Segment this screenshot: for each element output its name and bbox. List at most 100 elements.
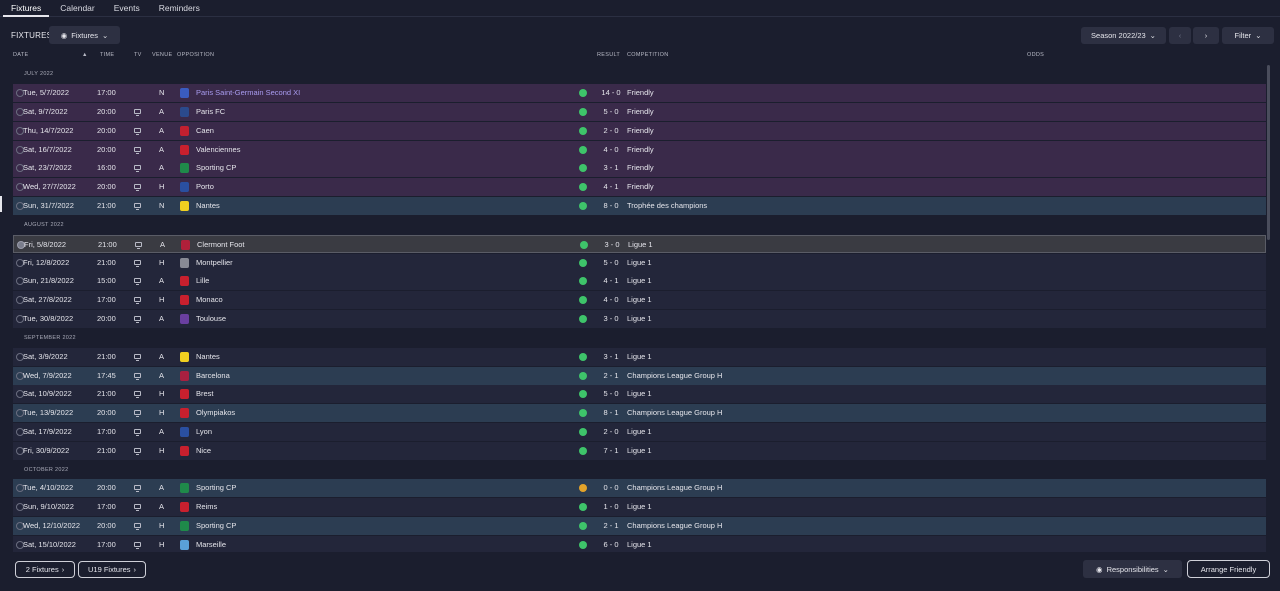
opposition-cell[interactable]: Caen bbox=[196, 126, 214, 135]
opposition-cell[interactable]: Monaco bbox=[196, 295, 223, 304]
table-row[interactable]: Sat, 3/9/2022 21:00 A Nantes 3 - 1 Ligue 1 bbox=[13, 348, 1266, 366]
column-header-competition[interactable]: COMPETITION bbox=[627, 52, 669, 58]
table-row[interactable]: Sat, 9/7/2022 20:00 A Paris FC 5 - 0 Friendly bbox=[13, 103, 1266, 121]
table-row[interactable]: Wed, 27/7/2022 20:00 H Porto 4 - 1 Friendly bbox=[13, 178, 1266, 196]
prev-season-button[interactable]: ‹ bbox=[1169, 27, 1191, 44]
tab-events[interactable]: Events bbox=[113, 3, 140, 13]
time-cell: 17:00 bbox=[97, 540, 116, 549]
result-cell[interactable]: 2 - 0 bbox=[603, 427, 619, 436]
column-header-venue[interactable]: VENUE bbox=[152, 52, 173, 58]
table-row[interactable]: Tue, 30/8/2022 20:00 A Toulouse 3 - 0 Ligue 1 bbox=[13, 310, 1266, 328]
result-cell[interactable]: 5 - 0 bbox=[603, 107, 619, 116]
opposition-cell[interactable]: Lille bbox=[196, 276, 210, 285]
opposition-cell[interactable]: Brest bbox=[196, 389, 214, 398]
result-cell[interactable]: 4 - 1 bbox=[603, 182, 619, 191]
table-row[interactable]: Sat, 10/9/2022 21:00 H Brest 5 - 0 Ligue 1 bbox=[13, 385, 1266, 403]
opposition-cell[interactable]: Porto bbox=[196, 182, 214, 191]
column-header-odds[interactable]: ODDS bbox=[1027, 52, 1045, 58]
tv-icon bbox=[134, 147, 141, 154]
column-header-result[interactable]: RESULT bbox=[597, 52, 621, 58]
arrange-friendly-button[interactable]: Arrange Friendly bbox=[1187, 560, 1270, 578]
tab-reminders[interactable]: Reminders bbox=[158, 3, 200, 13]
opposition-cell[interactable]: Clermont Foot bbox=[197, 240, 245, 249]
table-row[interactable]: Sat, 27/8/2022 17:00 H Monaco 4 - 0 Ligue 1 bbox=[13, 291, 1266, 309]
result-cell[interactable]: 8 - 0 bbox=[603, 201, 619, 210]
result-cell[interactable]: 5 - 0 bbox=[603, 389, 619, 398]
result-cell[interactable]: 3 - 0 bbox=[603, 314, 619, 323]
venue-cell: H bbox=[159, 446, 165, 455]
result-cell[interactable]: 3 - 1 bbox=[603, 352, 619, 361]
table-row[interactable]: Sat, 16/7/2022 20:00 A Valenciennes 4 - 0 Fri… bbox=[13, 141, 1266, 159]
opposition-cell[interactable]: Nantes bbox=[196, 201, 220, 210]
opposition-cell[interactable]: Sporting CP bbox=[196, 521, 237, 530]
result-cell[interactable]: 2 - 1 bbox=[603, 521, 619, 530]
result-cell[interactable]: 6 - 0 bbox=[603, 540, 619, 549]
table-row[interactable]: Thu, 14/7/2022 20:00 A Caen 2 - 0 Friendly bbox=[13, 122, 1266, 140]
win-indicator-icon bbox=[579, 108, 587, 116]
table-row[interactable]: Wed, 12/10/2022 20:00 H Sporting CP 2 - 1 Cha… bbox=[13, 517, 1266, 535]
next-season-button[interactable]: › bbox=[1193, 27, 1219, 44]
responsibilities-button[interactable]: ◉ Responsibilities ⌄ bbox=[1083, 560, 1182, 578]
table-row[interactable]: Sat, 23/7/2022 16:00 A Sporting CP 3 - 1 Frie… bbox=[13, 159, 1266, 177]
table-row[interactable]: Tue, 4/10/2022 20:00 A Sporting CP 0 - 0 Cham… bbox=[13, 479, 1266, 497]
competition-cell: Ligue 1 bbox=[627, 446, 652, 455]
opposition-cell[interactable]: Marseille bbox=[196, 540, 227, 549]
result-cell[interactable]: 3 - 0 bbox=[604, 240, 620, 249]
date-cell: Sat, 15/10/2022 bbox=[23, 540, 76, 549]
table-row[interactable]: Sun, 9/10/2022 17:00 A Reims 1 - 0 Ligue 1 bbox=[13, 498, 1266, 516]
column-header-opposition[interactable]: OPPOSITION bbox=[177, 52, 215, 58]
tab-fixtures[interactable]: Fixtures bbox=[3, 0, 50, 17]
opposition-cell[interactable]: Nice bbox=[196, 446, 212, 455]
opposition-cell[interactable]: Lyon bbox=[196, 427, 212, 436]
column-header-date[interactable]: DATE bbox=[13, 52, 29, 58]
date-cell: Sat, 23/7/2022 bbox=[23, 163, 72, 172]
opposition-cell[interactable]: Reims bbox=[196, 502, 218, 511]
table-row[interactable]: Sat, 17/9/2022 17:00 A Lyon 2 - 0 Ligue 1 bbox=[13, 423, 1266, 441]
result-cell[interactable]: 2 - 0 bbox=[603, 126, 619, 135]
view-dropdown[interactable]: ◉ Fixtures ⌄ bbox=[49, 26, 120, 44]
u19-fixtures-button[interactable]: U19 Fixtures › bbox=[78, 561, 146, 578]
date-cell: Sat, 16/7/2022 bbox=[23, 145, 72, 154]
tab-calendar[interactable]: Calendar bbox=[60, 3, 95, 13]
time-cell: 17:00 bbox=[97, 88, 116, 97]
table-row[interactable]: Tue, 13/9/2022 20:00 H Olympiakos 8 - 1 Champ… bbox=[13, 404, 1266, 422]
table-row[interactable]: Fri, 5/8/2022 21:00 A Clermont Foot 3 - 0 Lig… bbox=[13, 235, 1266, 253]
table-row[interactable]: Tue, 5/7/2022 17:00 N Paris Saint-Germain S… bbox=[13, 84, 1266, 102]
opposition-cell[interactable]: Nantes bbox=[196, 352, 220, 361]
result-cell[interactable]: 0 - 0 bbox=[603, 483, 619, 492]
season-dropdown[interactable]: Season 2022/23 ⌄ bbox=[1081, 27, 1166, 44]
opposition-cell[interactable]: Toulouse bbox=[196, 314, 227, 323]
filter-button[interactable]: Filter ⌄ bbox=[1222, 27, 1274, 44]
scrollbar[interactable] bbox=[1267, 65, 1270, 240]
opposition-cell[interactable]: Barcelona bbox=[196, 371, 230, 380]
result-cell[interactable]: 4 - 0 bbox=[603, 145, 619, 154]
result-cell[interactable]: 5 - 0 bbox=[603, 258, 619, 267]
result-cell[interactable]: 4 - 1 bbox=[603, 276, 619, 285]
opposition-cell[interactable]: Paris Saint-Germain Second XI bbox=[196, 88, 301, 97]
table-row[interactable]: Fri, 30/9/2022 21:00 H Nice 7 - 1 Ligue 1 bbox=[13, 442, 1266, 460]
tv-icon bbox=[134, 316, 141, 323]
table-row[interactable]: Sat, 15/10/2022 17:00 H Marseille 6 - 0 Ligue… bbox=[13, 536, 1266, 554]
result-cell[interactable]: 1 - 0 bbox=[603, 502, 619, 511]
result-cell[interactable]: 3 - 1 bbox=[603, 163, 619, 172]
table-row[interactable]: Sun, 31/7/2022 21:00 N Nantes 8 - 0 Trophée d… bbox=[13, 197, 1266, 215]
column-header-time[interactable]: TIME bbox=[100, 52, 115, 58]
result-cell[interactable]: 14 - 0 bbox=[601, 88, 621, 97]
opposition-cell[interactable]: Valenciennes bbox=[196, 145, 241, 154]
result-cell[interactable]: 4 - 0 bbox=[603, 295, 619, 304]
table-row[interactable]: Wed, 7/9/2022 17:45 A Barcelona 2 - 1 Champio… bbox=[13, 367, 1266, 385]
table-row[interactable]: Sun, 21/8/2022 15:00 A Lille 4 - 1 Ligue 1 bbox=[13, 272, 1266, 290]
result-cell[interactable]: 2 - 1 bbox=[603, 371, 619, 380]
column-header-tv[interactable]: TV bbox=[134, 52, 142, 58]
competition-cell: Friendly bbox=[627, 107, 654, 116]
time-cell: 17:45 bbox=[97, 371, 116, 380]
opposition-cell[interactable]: Olympiakos bbox=[196, 408, 236, 417]
result-cell[interactable]: 8 - 1 bbox=[603, 408, 619, 417]
table-row[interactable]: Fri, 12/8/2022 21:00 H Montpellier 5 - 0 Ligu… bbox=[13, 254, 1266, 272]
opposition-cell[interactable]: Paris FC bbox=[196, 107, 226, 116]
result-cell[interactable]: 7 - 1 bbox=[603, 446, 619, 455]
opposition-cell[interactable]: Sporting CP bbox=[196, 163, 237, 172]
fixtures-count-button[interactable]: 2 Fixtures › bbox=[15, 561, 75, 578]
opposition-cell[interactable]: Sporting CP bbox=[196, 483, 237, 492]
opposition-cell[interactable]: Montpellier bbox=[196, 258, 233, 267]
